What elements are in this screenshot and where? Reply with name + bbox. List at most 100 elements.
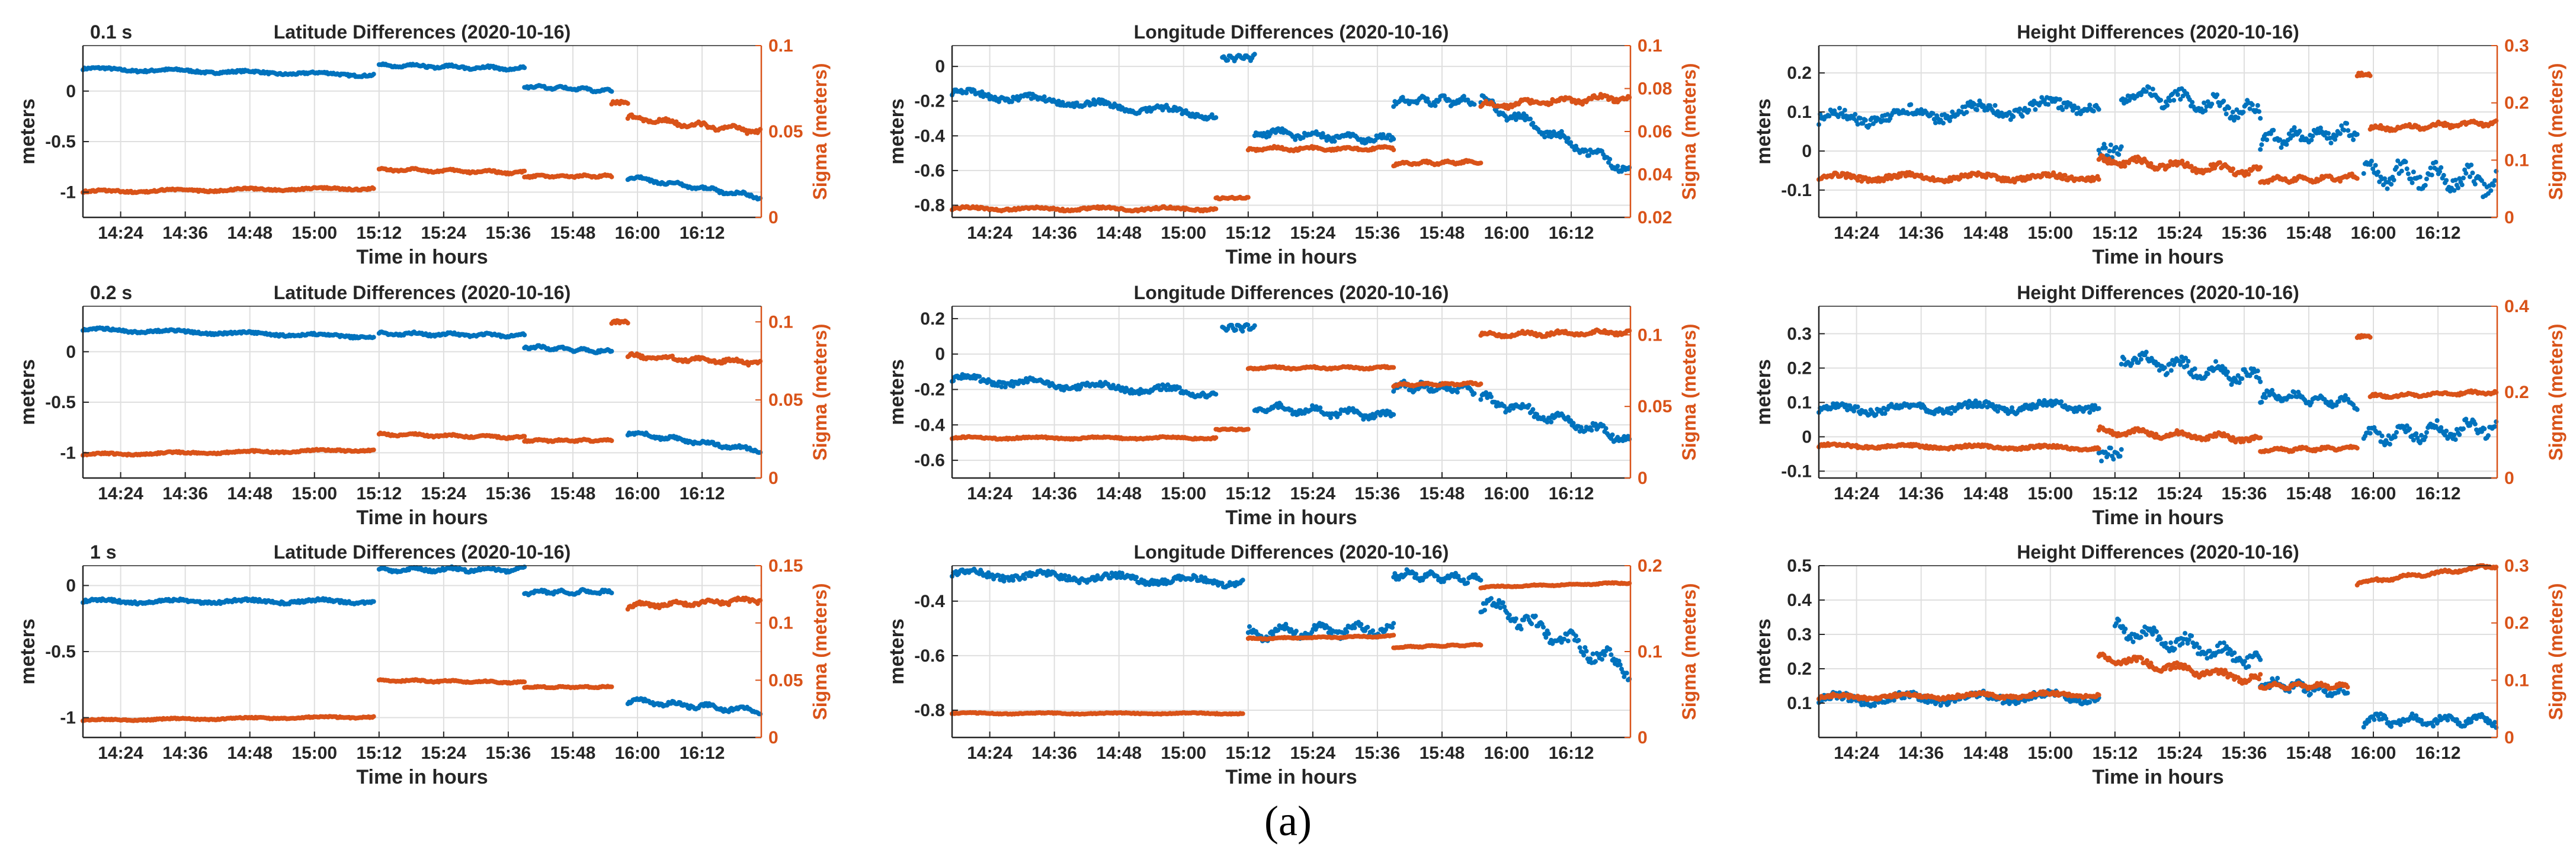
x-tick-label: 15:24 <box>1290 223 1336 243</box>
data-point <box>2405 171 2411 177</box>
x-tick-label: 14:36 <box>1898 223 1944 243</box>
data-point <box>2150 86 2155 92</box>
y-tick-label: 0.2 <box>1787 63 1812 83</box>
data-point <box>2404 166 2410 171</box>
data-point <box>1454 390 1460 395</box>
data-point <box>522 65 527 70</box>
data-point <box>1300 135 1306 140</box>
data-point <box>1615 163 1620 169</box>
data-point <box>1478 161 1484 166</box>
data-point <box>2284 142 2289 147</box>
data-point <box>2091 108 2096 114</box>
x-axis-label: Time in hours <box>356 506 488 529</box>
x-tick-label: 14:36 <box>162 484 208 503</box>
data-point <box>1489 394 1494 399</box>
data-points <box>950 52 1632 214</box>
data-point <box>2373 163 2378 168</box>
data-point <box>1547 130 1552 135</box>
data-point <box>371 335 376 340</box>
gridlines <box>952 46 1630 217</box>
data-point <box>609 438 614 443</box>
data-point <box>964 90 969 95</box>
data-point <box>2376 169 2380 175</box>
y-tick-label: -1 <box>60 182 76 202</box>
data-point <box>2026 107 2032 113</box>
data-point <box>2346 128 2351 133</box>
data-point <box>1571 421 1576 426</box>
y2-tick-label: 0.04 <box>1638 165 1673 185</box>
data-point <box>2259 142 2264 147</box>
data-point <box>1603 426 1609 431</box>
x-tick-label: 14:36 <box>162 223 208 243</box>
data-point <box>1391 412 1396 417</box>
data-point <box>2491 182 2496 188</box>
data-point <box>2456 185 2460 191</box>
y2-tick-label: 0.06 <box>1638 122 1672 142</box>
y-axis-label: meters <box>17 98 39 165</box>
x-tick-label: 15:12 <box>1225 223 1271 243</box>
x-tick-label: 15:24 <box>421 223 467 243</box>
data-point <box>2241 110 2246 115</box>
x-tick-label: 16:12 <box>1549 223 1594 243</box>
x-tick-label: 15:36 <box>2222 223 2267 243</box>
y2-tick-label: 0.05 <box>768 122 803 142</box>
y2-tick-label: 0.3 <box>2504 36 2529 56</box>
data-point <box>2108 142 2113 147</box>
data-point <box>609 174 614 179</box>
data-point <box>2459 182 2465 188</box>
data-point <box>1009 99 1014 104</box>
data-point <box>1011 384 1016 389</box>
data-point <box>1559 129 1564 134</box>
x-tick-label: 15:48 <box>2286 223 2332 243</box>
data-point <box>1240 329 1245 334</box>
data-point <box>371 186 376 191</box>
difference-series <box>950 52 1632 174</box>
data-point <box>2046 102 2051 107</box>
data-point <box>2385 186 2390 191</box>
y2-tick-label: 0.05 <box>768 390 803 410</box>
data-point <box>1992 103 1998 108</box>
data-point <box>1530 407 1536 412</box>
data-point <box>2488 188 2494 193</box>
y2-axis-label: Sigma (meters) <box>1678 63 1700 200</box>
y2-tick-label: 0 <box>2504 208 2514 227</box>
data-point <box>625 101 630 106</box>
x-tick-label: 16:12 <box>2415 223 2461 243</box>
data-point <box>1391 147 1396 152</box>
data-point <box>1855 121 1860 127</box>
data-point <box>1098 101 1103 106</box>
data-point <box>2369 158 2374 163</box>
data-point <box>2190 100 2195 105</box>
data-point <box>1252 323 1257 328</box>
x-tick-label: 14:36 <box>1031 223 1077 243</box>
x-tick-label: 15:36 <box>486 484 531 503</box>
data-point <box>2338 131 2343 136</box>
data-point <box>1549 419 1554 425</box>
y2-tick-label: 0.1 <box>2504 150 2529 170</box>
data-point <box>2361 171 2366 176</box>
data-point <box>2470 170 2475 175</box>
data-point <box>1842 108 1847 113</box>
data-point <box>1213 115 1219 120</box>
data-point <box>2103 145 2108 150</box>
x-tick-label: 16:12 <box>680 484 725 503</box>
x-tick-label: 14:48 <box>1096 223 1142 243</box>
data-point <box>2439 165 2444 170</box>
data-point <box>2175 92 2180 97</box>
x-tick-label: 14:48 <box>227 223 273 243</box>
data-point <box>1974 107 1979 113</box>
difference-series <box>81 61 763 202</box>
data-point <box>1391 136 1396 142</box>
x-axis-label: Time in hours <box>356 246 488 268</box>
data-point <box>2057 97 2062 102</box>
data-point <box>2389 182 2394 187</box>
data-point <box>2351 137 2356 142</box>
data-point <box>2472 181 2478 187</box>
chart-title: Height Differences (2020-10-16) <box>2017 21 2299 43</box>
data-point <box>1472 391 1477 396</box>
data-point <box>522 434 527 439</box>
y-tick-label: -0.8 <box>914 195 945 215</box>
data-point <box>2215 92 2220 97</box>
y2-tick-label: 0 <box>768 469 778 488</box>
data-point <box>2087 102 2093 108</box>
